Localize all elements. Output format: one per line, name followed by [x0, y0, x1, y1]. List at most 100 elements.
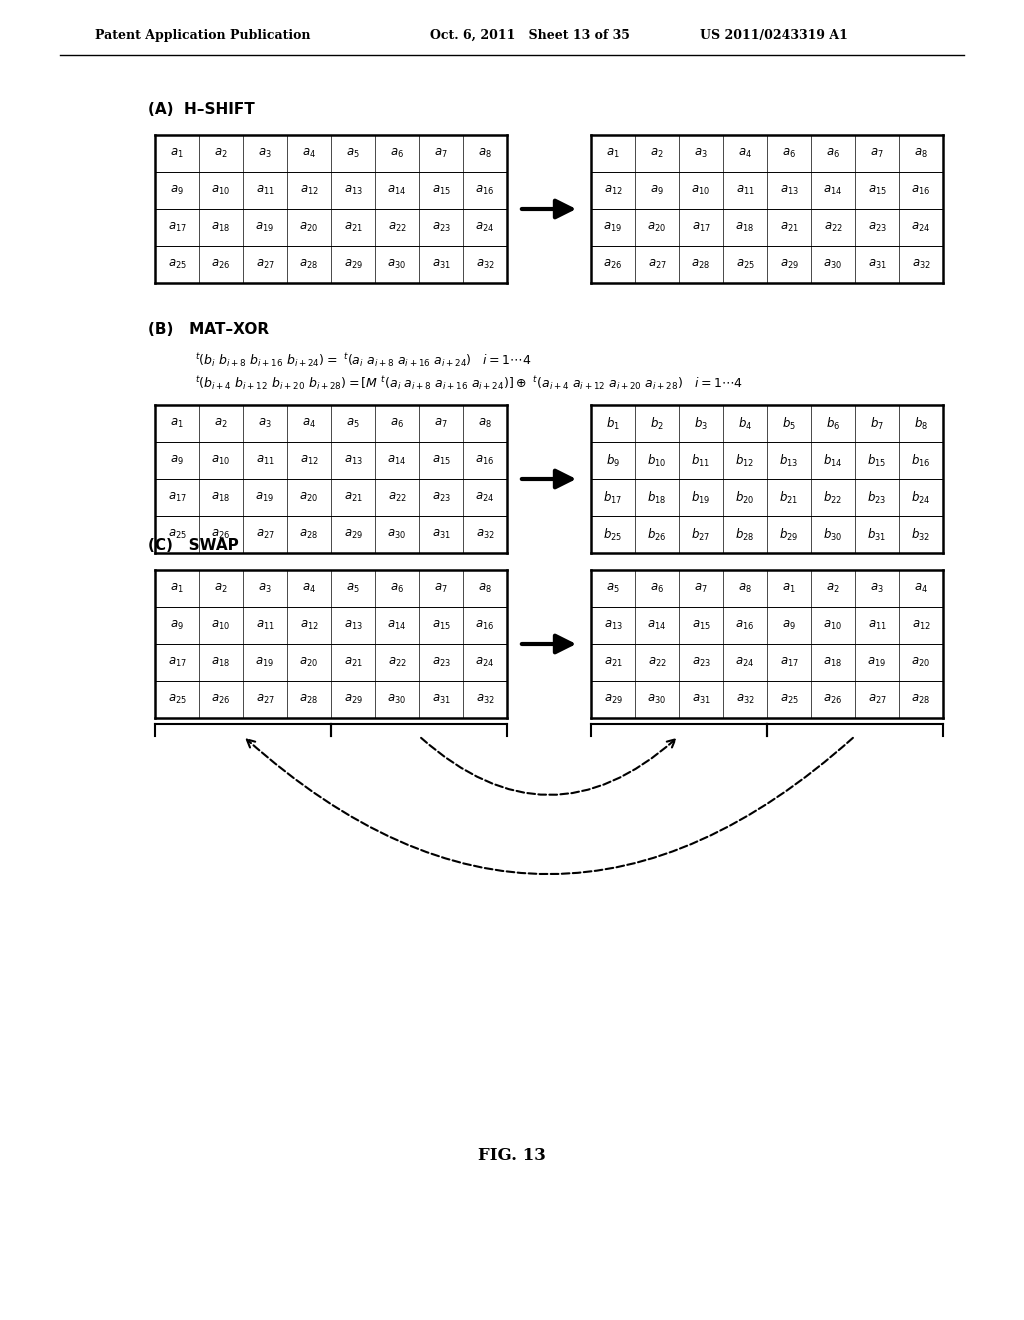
Text: $a_2$: $a_2$: [214, 582, 227, 595]
Text: $a_{13}$: $a_{13}$: [603, 619, 623, 632]
Text: $a_{16}$: $a_{16}$: [911, 183, 931, 197]
Text: $a_3$: $a_3$: [870, 582, 884, 595]
Text: ${}^{t}(b_{i+4}\ b_{i+12}\ b_{i+20}\ b_{i+28})=[M\ {}^{t}(a_i\ a_{i+8}\ a_{i+16}: ${}^{t}(b_{i+4}\ b_{i+12}\ b_{i+20}\ b_{…: [195, 374, 742, 392]
Text: $a_{15}$: $a_{15}$: [431, 183, 451, 197]
Text: $a_7$: $a_7$: [870, 147, 884, 160]
Text: $b_{29}$: $b_{29}$: [779, 527, 799, 543]
Text: $b_8$: $b_8$: [914, 416, 928, 432]
Text: $a_{31}$: $a_{31}$: [431, 693, 451, 706]
Text: $b_3$: $b_3$: [694, 416, 708, 432]
Text: $a_{21}$: $a_{21}$: [779, 220, 799, 234]
Text: $a_{15}$: $a_{15}$: [867, 183, 887, 197]
Text: $a_{19}$: $a_{19}$: [603, 220, 623, 234]
Text: $a_8$: $a_8$: [914, 147, 928, 160]
Text: $a_{25}$: $a_{25}$: [779, 693, 799, 706]
Text: $a_{26}$: $a_{26}$: [211, 257, 230, 271]
Text: $a_{22}$: $a_{22}$: [647, 656, 667, 669]
Text: $a_2$: $a_2$: [650, 147, 664, 160]
Text: $a_{27}$: $a_{27}$: [256, 528, 274, 541]
Text: $a_2$: $a_2$: [214, 147, 227, 160]
Text: $a_{14}$: $a_{14}$: [647, 619, 667, 632]
Bar: [591, 135, 943, 282]
Text: $a_7$: $a_7$: [694, 582, 708, 595]
Text: $a_{14}$: $a_{14}$: [387, 454, 407, 467]
Text: $a_{10}$: $a_{10}$: [823, 619, 843, 632]
Text: $b_{18}$: $b_{18}$: [647, 490, 667, 506]
Text: $b_{13}$: $b_{13}$: [779, 453, 799, 469]
Text: $a_{21}$: $a_{21}$: [343, 220, 362, 234]
Text: $b_{16}$: $b_{16}$: [911, 453, 931, 469]
Text: $a_9$: $a_9$: [170, 619, 184, 632]
Text: $a_{24}$: $a_{24}$: [475, 656, 495, 669]
Text: $a_{14}$: $a_{14}$: [387, 619, 407, 632]
Text: $b_{26}$: $b_{26}$: [647, 527, 667, 543]
Text: $a_{20}$: $a_{20}$: [299, 491, 318, 504]
Text: $a_{28}$: $a_{28}$: [911, 693, 931, 706]
Text: $a_1$: $a_1$: [170, 147, 184, 160]
Text: $a_3$: $a_3$: [694, 147, 708, 160]
Text: $a_{19}$: $a_{19}$: [255, 220, 274, 234]
Text: $a_{29}$: $a_{29}$: [603, 693, 623, 706]
Text: $a_{29}$: $a_{29}$: [344, 693, 362, 706]
Text: $a_{18}$: $a_{18}$: [212, 491, 230, 504]
Text: $b_{27}$: $b_{27}$: [691, 527, 711, 543]
Text: $a_{27}$: $a_{27}$: [256, 257, 274, 271]
Text: $b_{15}$: $b_{15}$: [867, 453, 887, 469]
Text: $a_{22}$: $a_{22}$: [387, 656, 407, 669]
Text: $a_6$: $a_6$: [782, 147, 796, 160]
Text: $a_{10}$: $a_{10}$: [691, 183, 711, 197]
Text: $b_{20}$: $b_{20}$: [735, 490, 755, 506]
Text: $b_{32}$: $b_{32}$: [911, 527, 931, 543]
Text: $a_{23}$: $a_{23}$: [431, 656, 451, 669]
Text: $b_{10}$: $b_{10}$: [647, 453, 667, 469]
Text: $b_{14}$: $b_{14}$: [823, 453, 843, 469]
Text: $a_1$: $a_1$: [170, 582, 184, 595]
Text: $a_{18}$: $a_{18}$: [735, 220, 755, 234]
Text: $a_5$: $a_5$: [346, 417, 359, 430]
Text: $b_{25}$: $b_{25}$: [603, 527, 623, 543]
Text: $a_{20}$: $a_{20}$: [647, 220, 667, 234]
Text: $a_{10}$: $a_{10}$: [212, 619, 230, 632]
Bar: [591, 570, 943, 718]
Text: $a_9$: $a_9$: [170, 183, 184, 197]
Text: $a_{28}$: $a_{28}$: [299, 693, 318, 706]
Text: $a_4$: $a_4$: [302, 417, 316, 430]
Text: $b_{17}$: $b_{17}$: [603, 490, 623, 506]
Text: $a_{20}$: $a_{20}$: [911, 656, 931, 669]
Text: $a_{29}$: $a_{29}$: [344, 528, 362, 541]
Text: $a_{25}$: $a_{25}$: [168, 528, 186, 541]
Text: $a_{15}$: $a_{15}$: [431, 454, 451, 467]
Text: $a_9$: $a_9$: [170, 454, 184, 467]
Text: $a_{26}$: $a_{26}$: [823, 693, 843, 706]
Text: $a_{11}$: $a_{11}$: [256, 183, 274, 197]
Text: $a_{12}$: $a_{12}$: [911, 619, 931, 632]
Text: $a_{15}$: $a_{15}$: [431, 619, 451, 632]
Text: $a_{16}$: $a_{16}$: [735, 619, 755, 632]
Text: $a_{13}$: $a_{13}$: [343, 454, 362, 467]
Text: $b_{31}$: $b_{31}$: [867, 527, 887, 543]
Text: $b_{22}$: $b_{22}$: [823, 490, 843, 506]
Text: $a_8$: $a_8$: [738, 582, 752, 595]
Text: (A)  H–SHIFT: (A) H–SHIFT: [148, 103, 255, 117]
Text: $a_{21}$: $a_{21}$: [343, 491, 362, 504]
Text: $a_6$: $a_6$: [390, 417, 404, 430]
Text: $a_{26}$: $a_{26}$: [211, 528, 230, 541]
Text: $a_{23}$: $a_{23}$: [867, 220, 887, 234]
Text: $b_{24}$: $b_{24}$: [911, 490, 931, 506]
Text: $a_{32}$: $a_{32}$: [735, 693, 755, 706]
Text: $a_2$: $a_2$: [826, 582, 840, 595]
Text: $a_4$: $a_4$: [738, 147, 752, 160]
Text: $a_{13}$: $a_{13}$: [343, 619, 362, 632]
Text: $a_8$: $a_8$: [478, 417, 492, 430]
Text: $a_{17}$: $a_{17}$: [779, 656, 799, 669]
Text: $a_{23}$: $a_{23}$: [691, 656, 711, 669]
Text: $a_{12}$: $a_{12}$: [300, 619, 318, 632]
Text: $a_{24}$: $a_{24}$: [475, 220, 495, 234]
Text: $a_{17}$: $a_{17}$: [168, 220, 186, 234]
Text: $a_{20}$: $a_{20}$: [299, 220, 318, 234]
Text: $a_{22}$: $a_{22}$: [823, 220, 843, 234]
Text: FIG. 13: FIG. 13: [478, 1147, 546, 1163]
Text: $a_6$: $a_6$: [390, 582, 404, 595]
Text: $a_9$: $a_9$: [650, 183, 664, 197]
Text: $a_{18}$: $a_{18}$: [212, 220, 230, 234]
